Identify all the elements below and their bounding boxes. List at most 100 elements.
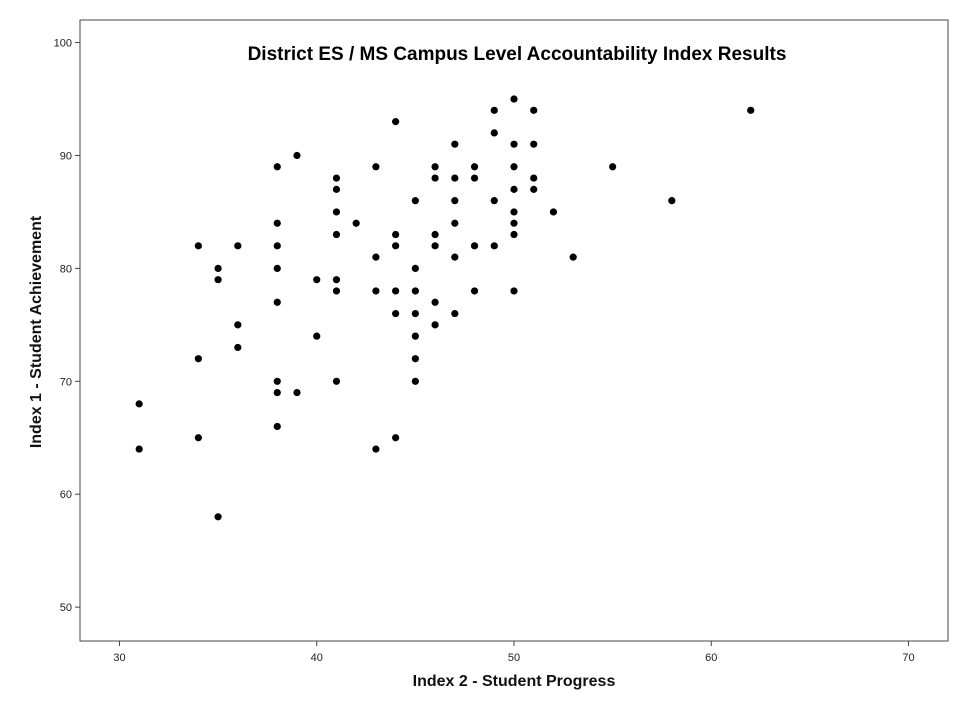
data-point [273, 219, 281, 227]
x-axis-title: Index 2 - Student Progress [413, 673, 616, 690]
data-point [392, 118, 400, 126]
data-point [609, 163, 617, 171]
data-point [510, 95, 518, 103]
data-point [293, 151, 301, 160]
data-point [194, 434, 202, 442]
data-point [431, 163, 439, 171]
data-point [470, 287, 479, 295]
data-point [214, 513, 222, 521]
data-point [470, 163, 479, 171]
data-point [451, 197, 459, 205]
y-axis-title: Index 1 - Student Achievement [28, 215, 45, 448]
data-point [431, 230, 439, 239]
data-points [135, 95, 755, 521]
data-point [411, 287, 419, 295]
data-point [490, 129, 498, 137]
data-point [313, 276, 321, 284]
data-point [234, 242, 242, 250]
data-point [273, 377, 281, 385]
data-point [135, 400, 143, 408]
data-point [392, 287, 400, 295]
data-point [332, 276, 341, 284]
y-tick-label: 90 [60, 150, 72, 162]
data-point [411, 197, 419, 205]
data-point [411, 309, 419, 318]
data-point [214, 264, 222, 272]
x-tick-label: 60 [705, 652, 717, 664]
data-point [431, 298, 439, 306]
y-tick-label: 80 [60, 263, 72, 275]
plot-frame [79, 19, 949, 642]
data-point [194, 242, 202, 250]
data-point [273, 163, 281, 171]
data-point [332, 230, 341, 239]
data-point [451, 140, 459, 148]
data-point [530, 185, 538, 193]
x-tick-label: 70 [902, 652, 914, 664]
data-point [372, 287, 380, 295]
data-point [431, 321, 439, 329]
data-point [510, 219, 518, 227]
data-point [549, 208, 558, 216]
x-tick-label: 30 [113, 652, 125, 664]
data-point [332, 377, 341, 385]
data-point [510, 163, 518, 171]
data-point [234, 321, 242, 329]
data-point [411, 332, 419, 340]
data-point [451, 253, 459, 261]
data-point [234, 343, 242, 352]
data-point [510, 287, 518, 295]
x-tick-label: 40 [311, 652, 323, 664]
data-point [490, 106, 498, 114]
x-axis: 30 40 50 60 70 [113, 641, 915, 664]
data-point [530, 174, 538, 182]
data-point [293, 389, 301, 397]
y-tick-label: 70 [60, 376, 72, 388]
x-tick-label: 50 [508, 652, 520, 664]
data-point [135, 445, 143, 453]
data-point [510, 230, 518, 239]
data-point [372, 445, 380, 453]
data-point [451, 219, 459, 227]
data-point [530, 106, 538, 114]
data-point [451, 174, 459, 182]
data-point [431, 242, 439, 250]
data-point [392, 434, 400, 442]
data-point [273, 242, 281, 250]
data-point [490, 197, 498, 205]
data-point [392, 309, 400, 318]
data-point [332, 287, 341, 295]
data-point [510, 140, 518, 148]
chart-title: District ES / MS Campus Level Accountabi… [248, 44, 787, 65]
data-point [470, 242, 479, 250]
y-tick-label: 60 [60, 489, 72, 501]
y-tick-label: 100 [54, 38, 72, 50]
data-point [510, 208, 518, 216]
data-point [392, 230, 400, 239]
data-point [392, 242, 400, 250]
data-point [431, 174, 439, 182]
data-point [273, 389, 281, 397]
data-point [668, 197, 676, 205]
data-point [332, 208, 341, 216]
data-point [194, 355, 202, 363]
data-point [273, 298, 281, 306]
data-point [490, 242, 498, 250]
y-axis: 50 60 70 80 90 100 [54, 38, 80, 614]
data-point [510, 185, 518, 193]
data-point [569, 253, 577, 261]
data-point [313, 332, 321, 340]
data-point [530, 140, 538, 148]
data-point [411, 355, 419, 363]
data-point [332, 174, 341, 182]
y-tick-label: 50 [60, 602, 72, 614]
data-point [214, 276, 222, 284]
data-point [273, 422, 281, 431]
data-point [332, 185, 341, 193]
data-point [411, 377, 419, 385]
data-point [747, 106, 755, 114]
data-point [372, 253, 380, 261]
data-point [372, 163, 380, 171]
data-point [411, 264, 419, 272]
